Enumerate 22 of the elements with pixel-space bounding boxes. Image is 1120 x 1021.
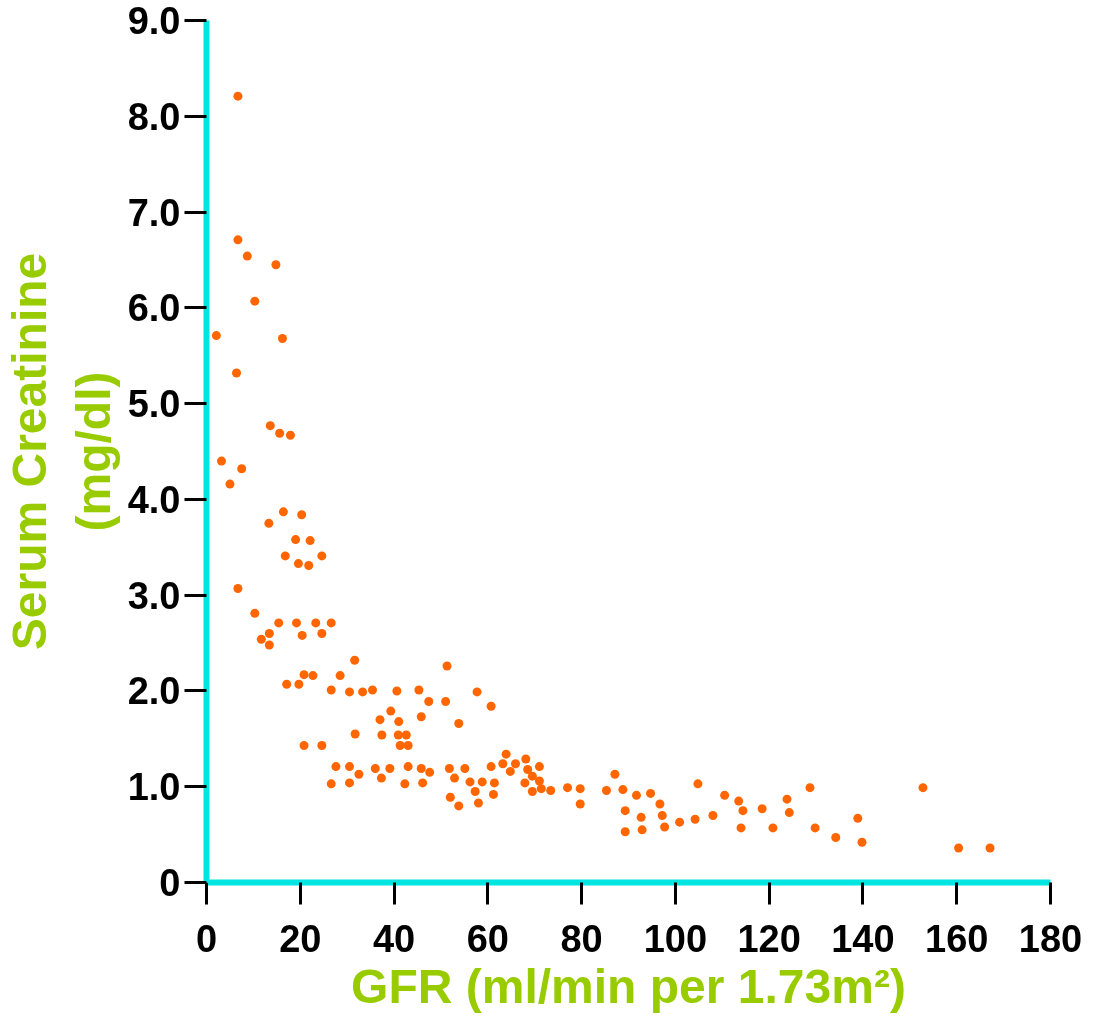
x-axis-title: GFR (ml/min per 1.73m²) xyxy=(351,959,906,1013)
x-tick-label: 60 xyxy=(466,917,509,960)
y-tick-label: 6.0 xyxy=(127,287,181,330)
y-tick-label: 7.0 xyxy=(127,191,181,234)
x-tick-label: 180 xyxy=(1018,917,1083,960)
x-tick-label: 40 xyxy=(372,917,416,960)
y-tick-label: 2.0 xyxy=(127,670,181,713)
y-axis-title: Serum Creatinine (mg/dl) xyxy=(3,252,120,651)
y-tick-label: 3.0 xyxy=(127,574,181,617)
x-tick-label: 20 xyxy=(279,917,322,960)
y-tick-label: 1.0 xyxy=(127,766,181,809)
y-tick-label: 8.0 xyxy=(127,95,181,138)
x-tick-label: 80 xyxy=(560,917,603,960)
x-tick-label: 140 xyxy=(831,917,895,960)
y-tick-label: 9.0 xyxy=(127,0,181,42)
y-tick-label: 4.0 xyxy=(127,478,181,521)
y-tick-label: 0 xyxy=(159,862,181,904)
x-tick-label: 120 xyxy=(737,917,801,960)
x-tick-label: 100 xyxy=(643,917,708,960)
y-tick-label: 5.0 xyxy=(127,383,181,426)
x-tick-label: 160 xyxy=(925,917,989,960)
x-tick-label: 0 xyxy=(195,917,218,960)
